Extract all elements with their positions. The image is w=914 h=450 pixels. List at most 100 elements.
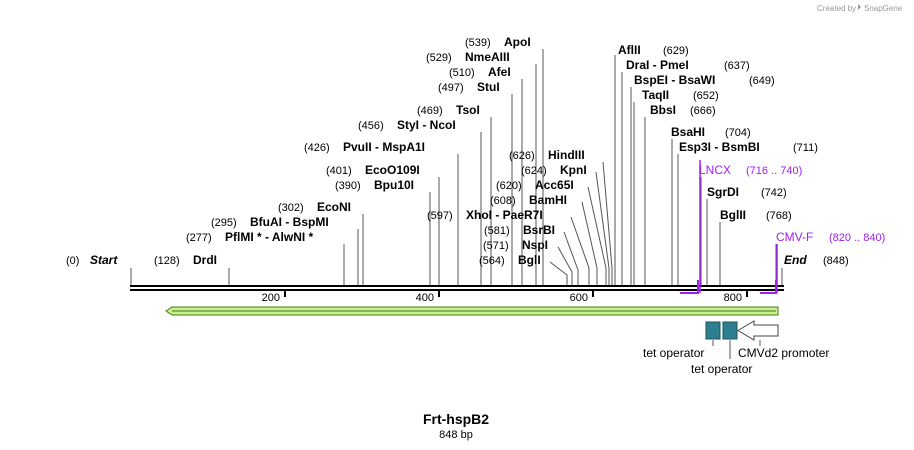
leader-bamhi — [581, 201, 598, 285]
credit: Created by SnapGene — [817, 4, 903, 13]
site-name: PflMI * - AlwNI * — [225, 230, 314, 244]
leader-hindiii — [602, 161, 613, 285]
leader-bgli — [549, 261, 568, 285]
site-taqii[interactable]: TaqII (652) — [642, 88, 719, 102]
site-position: (401) — [326, 165, 352, 177]
site-hindiii[interactable]: (626) HindIII — [509, 148, 585, 162]
tet-operator-box-2[interactable] — [722, 321, 738, 340]
site-sgrdi[interactable]: SgrDI (742) — [707, 185, 787, 199]
site-position: (704) — [725, 127, 751, 139]
snapgene-logo-icon — [858, 4, 861, 10]
primer-name: LNCX — [699, 163, 731, 177]
site-position: (456) — [358, 120, 384, 132]
site-acc65i[interactable]: (620) Acc65I — [496, 178, 574, 192]
site-name: TsoI — [456, 103, 480, 117]
ruler-label-600: 600 — [570, 292, 588, 304]
primer-range: (820 .. 840) — [829, 232, 885, 244]
site-name: BglII — [720, 208, 746, 222]
site-aflii[interactable]: AflII (629) — [618, 43, 689, 57]
site-bbsi[interactable]: BbsI (666) — [650, 103, 716, 117]
site-styi-ncoi[interactable]: (456) StyI - NcoI — [358, 118, 456, 132]
site-bspei-bsawi[interactable]: BspEI - BsaWI (649) — [634, 73, 775, 87]
site-tsoi[interactable]: (469) TsoI — [417, 103, 480, 117]
ruler-label-200: 200 — [262, 292, 280, 304]
tet-operator-box-1[interactable] — [705, 321, 721, 340]
primer-lncx-mark — [680, 280, 699, 294]
ruler: 200 400 600 800 — [262, 291, 748, 304]
cmvd2-promoter-arrow[interactable] — [737, 320, 779, 341]
site-position: (649) — [749, 75, 775, 87]
site-drai-pmei[interactable]: DraI - PmeI (637) — [626, 58, 750, 72]
site-bfuai-bspmi[interactable]: (295) BfuAI - BspMI — [211, 215, 329, 229]
site-econi[interactable]: (302) EcoNI — [278, 200, 351, 214]
backbone — [130, 285, 784, 291]
site-name: DraI - PmeI — [626, 58, 689, 72]
leader-nspi — [557, 246, 573, 285]
site-name: BglI — [518, 253, 541, 267]
credit-brand: SnapGene — [864, 4, 903, 13]
site-drdi[interactable]: (128) DrdI — [154, 253, 217, 267]
site-position: (711) — [793, 142, 818, 154]
site-name: BbsI — [650, 103, 676, 117]
cds-feature[interactable] — [165, 306, 779, 316]
feature-label-tet-operator-2: tet operator — [691, 362, 752, 376]
ruler-tick-400 — [438, 291, 440, 297]
site-name: AfeI — [488, 65, 511, 79]
site-position: (497) — [438, 82, 464, 94]
site-name: BsaHI — [671, 125, 705, 139]
site-ecoo109i[interactable]: (401) EcoO109I — [326, 163, 420, 177]
site-name: NmeAIII — [465, 50, 510, 64]
site-pflmi-alwni[interactable]: (277) PflMI * - AlwNI * — [186, 230, 314, 244]
site-start[interactable]: (0) Start — [66, 253, 118, 267]
site-position: (564) — [479, 255, 505, 267]
site-nspi[interactable]: (571) NspI — [483, 238, 548, 252]
leader-kpni — [595, 171, 610, 285]
site-name: NspI — [522, 238, 548, 252]
primer-cmv-f[interactable]: CMV-F (820 .. 840) — [776, 230, 885, 244]
site-position: (0) — [66, 255, 79, 267]
site-name: PvuII - MspA1I — [343, 140, 425, 154]
site-bsahi[interactable]: BsaHI (704) — [671, 125, 751, 139]
site-pvuii-mspa1i[interactable]: (426) PvuII - MspA1I — [304, 140, 425, 154]
site-position: (624) — [521, 165, 547, 177]
feature-label-cmvd2-promoter: CMVd2 promoter — [738, 346, 829, 360]
site-position: (768) — [766, 210, 792, 222]
site-position: (571) — [483, 240, 509, 252]
site-leader-lines — [130, 49, 783, 285]
site-bpu10i[interactable]: (390) Bpu10I — [335, 178, 414, 192]
site-position: (597) — [427, 210, 453, 222]
site-name: HindIII — [548, 148, 585, 162]
site-nmeaiii[interactable]: (529) NmeAIII — [426, 50, 510, 64]
site-apoi[interactable]: (539) ApoI — [465, 35, 531, 49]
site-position: (620) — [496, 180, 522, 192]
ruler-label-800: 800 — [724, 292, 742, 304]
site-name: EcoO109I — [365, 163, 420, 177]
site-name: ApoI — [504, 35, 531, 49]
site-bgli[interactable]: (564) BglI — [479, 253, 541, 267]
site-position: (302) — [278, 202, 304, 214]
site-name: AflII — [618, 43, 641, 57]
primer-range: (716 .. 740) — [746, 165, 802, 177]
site-position: (581) — [484, 225, 510, 237]
site-stui[interactable]: (497) StuI — [438, 80, 500, 94]
site-bglii[interactable]: BglII (768) — [720, 208, 792, 222]
site-afei[interactable]: (510) AfeI — [449, 65, 511, 79]
site-name: BfuAI - BspMI — [250, 215, 329, 229]
map-length: 848 bp — [439, 429, 473, 441]
site-position: (637) — [724, 60, 750, 72]
site-bamhi[interactable]: (608) BamHI — [490, 193, 567, 207]
site-position: (539) — [465, 37, 491, 49]
site-name: DrdI — [193, 253, 217, 267]
site-bsrbi[interactable]: (581) BsrBI — [484, 223, 555, 237]
site-esp3i-bsmbi[interactable]: Esp3I - BsmBI (711) — [679, 140, 818, 154]
credit-text: Created by — [817, 4, 856, 13]
site-xhoi-paer7i[interactable]: (597) XhoI - PaeR7I — [427, 208, 543, 222]
site-end[interactable]: End (848) — [784, 253, 849, 267]
primer-lncx[interactable]: LNCX (716 .. 740) — [699, 163, 802, 177]
site-name: BamHI — [529, 193, 567, 207]
backbone-top-strand — [130, 285, 784, 287]
site-position: (652) — [693, 90, 719, 102]
site-kpni[interactable]: (624) KpnI — [521, 163, 587, 177]
site-position: (626) — [509, 150, 535, 162]
ruler-label-400: 400 — [416, 292, 434, 304]
